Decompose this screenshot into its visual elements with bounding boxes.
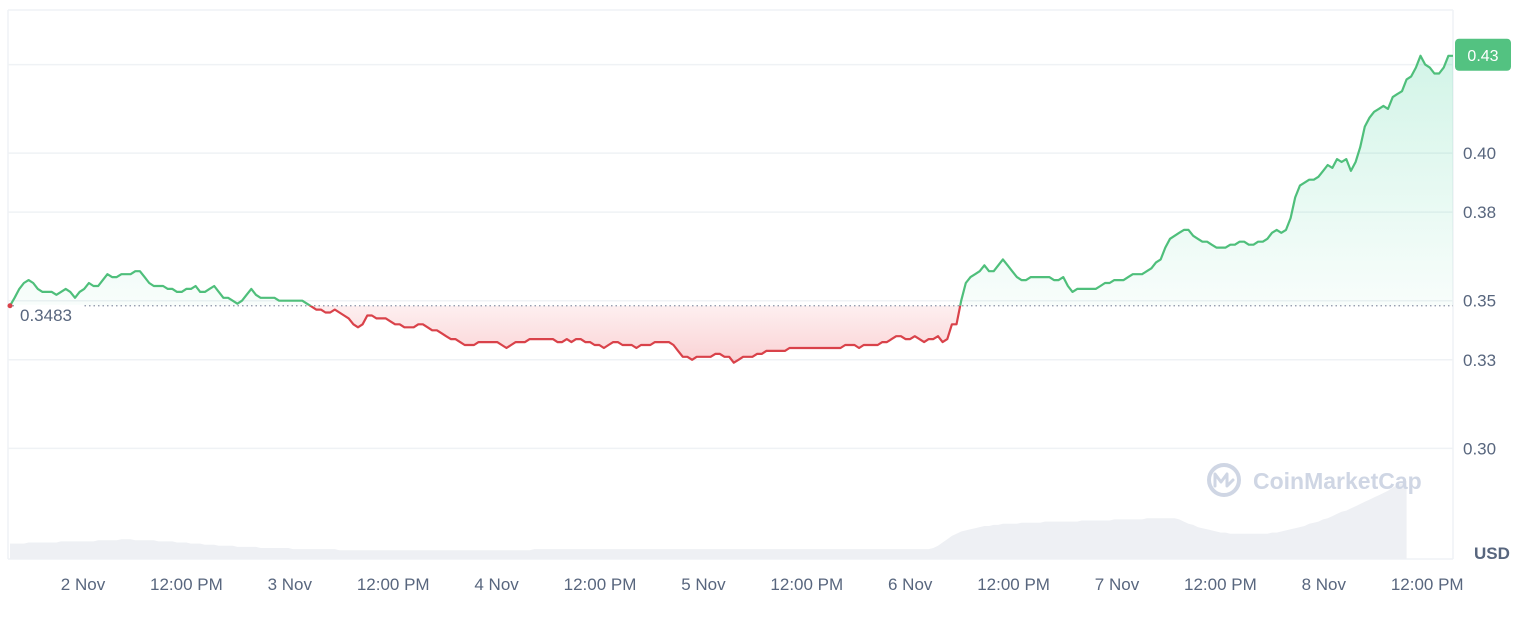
currency-label: USD [1474,544,1510,563]
x-tick-label: 7 Nov [1095,575,1140,594]
y-tick-label: 0.33 [1463,351,1496,370]
last-price-label: 0.43 [1467,48,1498,65]
y-tick-label: 0.35 [1463,292,1496,311]
x-tick-label: 5 Nov [681,575,726,594]
x-tick-label: 12:00 PM [150,575,223,594]
x-tick-label: 2 Nov [61,575,106,594]
watermark: CoinMarketCap [1207,463,1422,497]
volume-fill [10,480,1407,559]
x-axis: 2 Nov 12:00 PM 3 Nov 12:00 PM 4 Nov 12:00 PM 5… [61,575,1464,594]
volume-area [10,480,1407,559]
y-tick-label: 0.38 [1463,203,1496,222]
x-tick-label: 6 Nov [888,575,933,594]
start-marker [7,303,13,309]
x-tick-label: 12:00 PM [1184,575,1257,594]
x-tick-label: 12:00 PM [357,575,430,594]
price-line-up[interactable] [9,54,1453,363]
price-line[interactable] [9,54,1453,364]
x-tick-label: 12:00 PM [977,575,1050,594]
value-labels: 0.3483 0.43 [7,38,1511,325]
x-tick-label: 4 Nov [474,575,519,594]
y-tick-label: 0.40 [1463,144,1496,163]
watermark-text: CoinMarketCap [1253,468,1422,494]
x-tick-label: 12:00 PM [564,575,637,594]
price-area [10,55,1453,363]
reference-label-bg [14,304,84,325]
x-tick-label: 3 Nov [268,575,313,594]
coinmarketcap-logo-icon [1207,463,1241,497]
x-tick-label: 8 Nov [1302,575,1347,594]
area-below-reference [10,305,1453,363]
y-tick-label: 0.30 [1463,439,1496,458]
area-above-reference [10,55,1453,306]
reference-value-label: 0.3483 [20,306,72,325]
x-tick-label: 12:00 PM [1391,575,1464,594]
last-price-badge [1455,38,1511,71]
price-line-down[interactable] [9,56,1453,364]
x-tick-label: 12:00 PM [770,575,843,594]
y-axis: 0.300.330.350.380.400.43USD [1463,56,1510,563]
